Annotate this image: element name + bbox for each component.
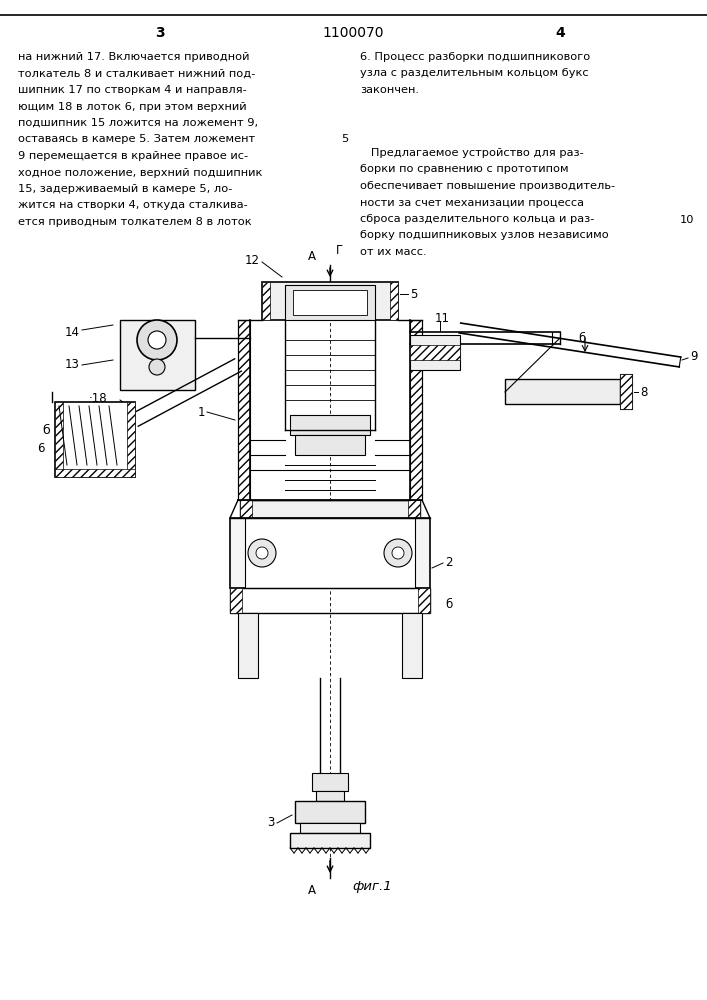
Bar — [290, 833, 370, 848]
Bar — [312, 773, 348, 791]
Text: от их масс.: от их масс. — [360, 247, 426, 257]
Bar — [620, 374, 632, 409]
Text: Г: Г — [336, 244, 343, 257]
Bar — [418, 588, 430, 613]
Text: 8: 8 — [640, 385, 648, 398]
Circle shape — [248, 539, 276, 567]
Text: сброса разделительного кольца и раз-: сброса разделительного кольца и раз- — [360, 214, 595, 224]
Text: узла с разделительным кольцом букс: узла с разделительным кольцом букс — [360, 68, 589, 79]
Text: б: б — [445, 598, 452, 611]
Bar — [316, 791, 344, 801]
Text: 15, задерживаемый в камере 5, ло-: 15, задерживаемый в камере 5, ло- — [18, 184, 233, 194]
Text: Предлагаемое устройство для раз-: Предлагаемое устройство для раз- — [360, 148, 584, 158]
Text: ющим 18 в лоток 6, при этом верхний: ющим 18 в лоток 6, при этом верхний — [18, 102, 247, 111]
Bar — [295, 435, 365, 455]
Text: 6: 6 — [37, 442, 45, 456]
Bar — [402, 613, 422, 678]
Text: 6. Процесс разборки подшипникового: 6. Процесс разборки подшипникового — [360, 52, 590, 62]
Bar — [230, 588, 430, 613]
Bar — [262, 282, 270, 320]
Bar — [240, 500, 420, 518]
Text: ется приводным толкателем 8 в лоток: ется приводным толкателем 8 в лоток — [18, 217, 252, 227]
Text: 9: 9 — [690, 351, 698, 363]
Text: ходное положение, верхний подшипник: ходное положение, верхний подшипник — [18, 167, 262, 178]
Bar — [300, 823, 360, 833]
Bar — [290, 415, 370, 435]
Circle shape — [148, 331, 166, 349]
Text: 1100070: 1100070 — [322, 26, 384, 40]
Text: 13: 13 — [65, 359, 80, 371]
Bar — [55, 402, 135, 477]
Bar — [245, 518, 415, 588]
Text: б: б — [578, 332, 585, 344]
Text: жится на створки 4, откуда сталкива-: жится на створки 4, откуда сталкива- — [18, 200, 247, 211]
Bar — [293, 290, 367, 315]
Circle shape — [149, 359, 165, 375]
Text: 5: 5 — [410, 288, 417, 300]
Bar — [230, 588, 242, 613]
Circle shape — [137, 320, 177, 360]
Bar — [120, 320, 195, 390]
Text: ности за счет механизации процесса: ности за счет механизации процесса — [360, 198, 584, 208]
Text: 10: 10 — [679, 215, 694, 225]
Bar — [410, 320, 422, 500]
Text: подшипник 15 ложится на ложемент 9,: подшипник 15 ложится на ложемент 9, — [18, 118, 258, 128]
Circle shape — [384, 539, 412, 567]
Circle shape — [392, 547, 404, 559]
Circle shape — [256, 547, 268, 559]
Text: толкатель 8 и сталкивает нижний под-: толкатель 8 и сталкивает нижний под- — [18, 68, 255, 79]
Text: 4: 4 — [555, 26, 565, 40]
Text: 1: 1 — [197, 406, 205, 418]
Text: закончен.: закончен. — [360, 85, 419, 95]
Bar — [390, 282, 398, 320]
Bar — [295, 801, 365, 823]
Text: 12: 12 — [245, 253, 260, 266]
Text: борку подшипниковых узлов независимо: борку подшипниковых узлов независимо — [360, 231, 609, 240]
Bar — [127, 402, 135, 477]
Text: обеспечивает повышение производитель-: обеспечивает повышение производитель- — [360, 181, 615, 191]
Bar — [55, 469, 135, 477]
Text: шипник 17 по створкам 4 и направля-: шипник 17 по створкам 4 и направля- — [18, 85, 247, 95]
Bar — [410, 335, 460, 370]
Text: борки по сравнению с прототипом: борки по сравнению с прототипом — [360, 164, 568, 174]
Bar — [238, 320, 250, 500]
Bar — [262, 282, 398, 320]
Bar — [505, 379, 620, 404]
Text: 5: 5 — [341, 134, 349, 144]
Text: оставаясь в камере 5. Затем ложемент: оставаясь в камере 5. Затем ложемент — [18, 134, 255, 144]
Text: на нижний 17. Включается приводной: на нижний 17. Включается приводной — [18, 52, 250, 62]
Text: 3: 3 — [156, 26, 165, 40]
Bar — [55, 402, 63, 477]
Text: б: б — [42, 424, 50, 436]
Text: A: A — [308, 884, 316, 897]
Text: 3: 3 — [268, 816, 275, 830]
Text: A: A — [308, 250, 316, 263]
Bar — [408, 500, 420, 518]
Text: фиг.1: фиг.1 — [352, 880, 392, 893]
Bar — [285, 285, 375, 320]
Text: ·18: ·18 — [88, 391, 107, 404]
Bar — [410, 345, 460, 360]
Text: 14: 14 — [65, 326, 80, 338]
Text: 9 перемещается в крайнее правое ис-: 9 перемещается в крайнее правое ис- — [18, 151, 248, 161]
Bar — [230, 518, 430, 588]
Bar — [238, 613, 258, 678]
Text: 2: 2 — [445, 556, 452, 570]
Bar — [620, 374, 632, 409]
Text: 11: 11 — [435, 312, 450, 324]
Bar — [240, 500, 252, 518]
